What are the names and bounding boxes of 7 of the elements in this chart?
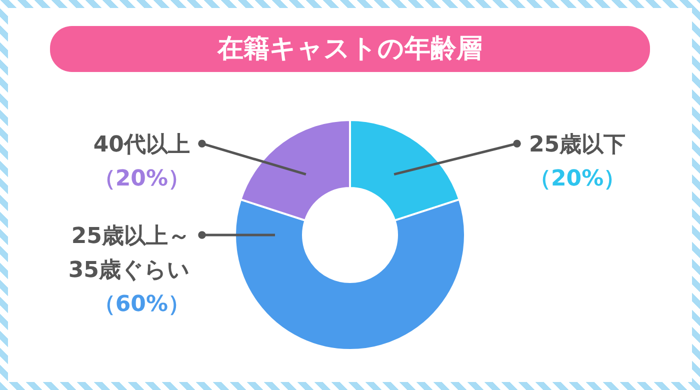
data-label: （20%） <box>529 166 626 192</box>
slice-label: 40代以上 <box>93 132 190 158</box>
data-label: （60%） <box>93 292 190 317</box>
chart-title: 在籍キャストの年齢層 <box>216 34 482 64</box>
slice-label: 25歳以下 <box>529 132 626 158</box>
data-label: （20%） <box>93 166 190 192</box>
slice-label: 25歳以上～ 35歳ぐらい <box>68 224 190 283</box>
